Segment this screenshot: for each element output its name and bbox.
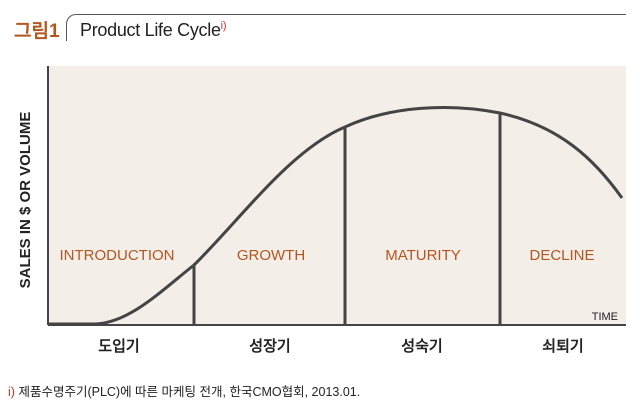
figure-title: 그림1 Product Life Cyclei) xyxy=(14,14,626,42)
footnote-reference: i) xyxy=(220,20,227,32)
figure-heading: Product Life Cyclei) xyxy=(80,20,226,41)
title-bracket xyxy=(66,14,85,41)
footnote-text: 제품수명주기(PLC)에 따른 마케팅 전개, 한국CMO협회, 2013.01… xyxy=(18,385,361,399)
stage-label-introduction: INTRODUCTION xyxy=(60,247,175,264)
stage-label-growth: GROWTH xyxy=(237,247,305,264)
figure-heading-text: Product Life Cycle xyxy=(80,20,221,40)
stage-korean-growth: 성장기 xyxy=(249,337,290,355)
footnote-mark: i) xyxy=(8,385,15,399)
stage-korean-decline: 쇠퇴기 xyxy=(542,337,583,355)
product-life-cycle-diagram: SALES IN $ OR VOLUME TIME INTRODUCTION G… xyxy=(17,66,626,355)
diagram-panel xyxy=(48,66,626,324)
title-rule xyxy=(84,14,626,15)
stage-label-decline: DECLINE xyxy=(529,247,594,264)
stage-korean-introduction: 도입기 xyxy=(98,337,139,355)
y-axis-label: SALES IN $ OR VOLUME xyxy=(17,112,34,289)
stage-label-maturity: MATURITY xyxy=(385,247,461,264)
x-axis-label: TIME xyxy=(592,311,618,323)
figure-label: 그림1 xyxy=(14,21,60,42)
footnote: i) 제품수명주기(PLC)에 따른 마케팅 전개, 한국CMO협회, 2013… xyxy=(8,381,360,400)
stage-korean-maturity: 성숙기 xyxy=(401,337,442,355)
